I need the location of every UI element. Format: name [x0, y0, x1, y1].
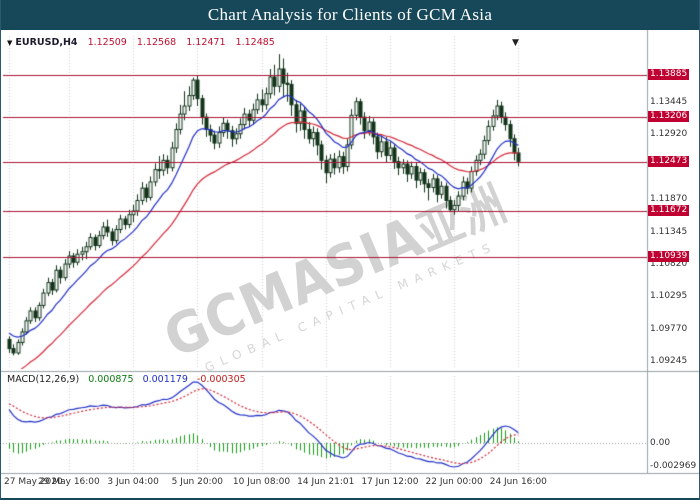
chart-area: GCMASIA亚洲 GLOBAL CAPITAL MARKETS ▼EURUSD…: [1, 30, 699, 498]
macd-indicator-name: MACD(12,26,9): [7, 374, 80, 385]
quote-high: 1.12568: [136, 37, 177, 48]
macd-value-3: -0.000305: [196, 374, 246, 385]
quote-low: 1.12471: [186, 37, 226, 48]
header: Chart Analysis for Clients of GCM Asia: [1, 0, 699, 30]
symbol-dropdown-icon[interactable]: ▼: [7, 39, 13, 47]
macd-value-2: 0.001179: [142, 374, 188, 385]
macd-label: MACD(12,26,9) 0.000875 0.001179 -0.00030…: [7, 374, 246, 385]
down-arrow-marker[interactable]: ▼: [512, 38, 519, 48]
page-title: Chart Analysis for Clients of GCM Asia: [207, 5, 493, 24]
symbol-label: EURUSD,H4: [15, 37, 78, 48]
price-chart-canvas[interactable]: [1, 30, 699, 498]
macd-value-1: 0.000875: [88, 374, 134, 385]
quote-close: 1.12485: [235, 37, 275, 48]
quote-open: 1.12509: [87, 37, 127, 48]
symbol-ohlc-line: ▼ EURUSD,H4 1.12509 1.12568 1.12471 1.124…: [7, 37, 275, 48]
